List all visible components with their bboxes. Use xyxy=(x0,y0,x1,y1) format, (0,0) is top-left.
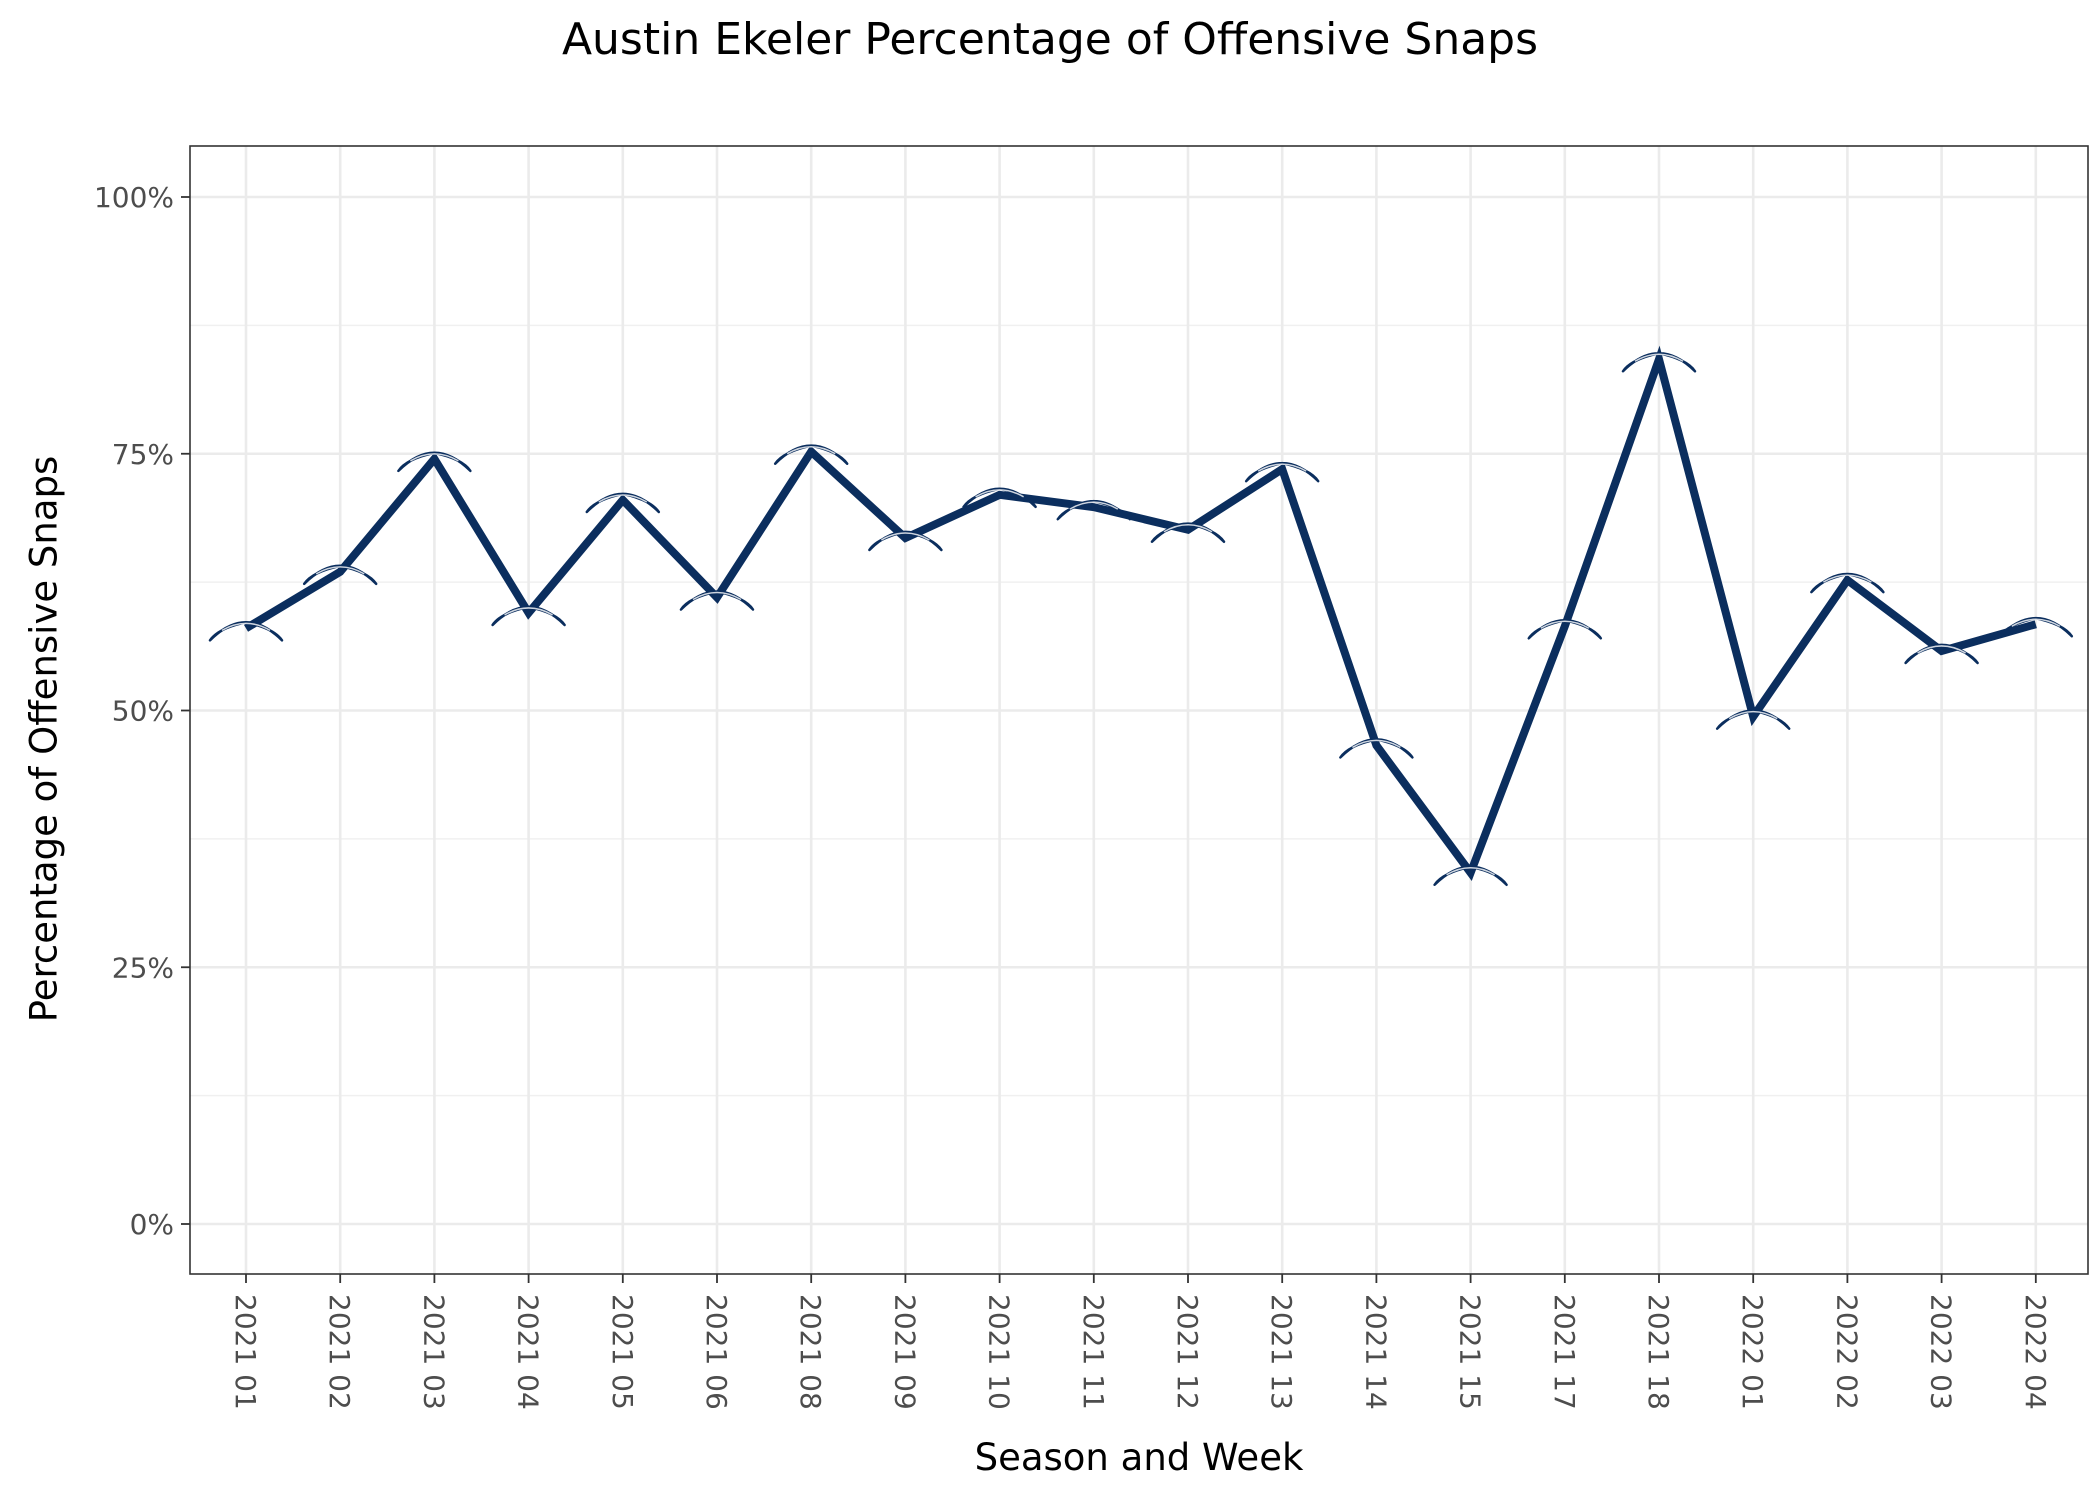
series-line xyxy=(243,345,2037,882)
x-tick-label: 2021 11 xyxy=(1077,1294,1110,1410)
x-tick-label: 2021 08 xyxy=(794,1294,827,1410)
x-tick-label: 2021 02 xyxy=(323,1294,356,1410)
y-tick-label: 25% xyxy=(112,951,174,984)
x-tick-label: 2021 03 xyxy=(417,1294,450,1410)
x-tick-label: 2021 14 xyxy=(1359,1294,1392,1410)
x-tick-label: 2021 17 xyxy=(1548,1294,1581,1410)
x-tick-label: 2021 10 xyxy=(983,1294,1016,1410)
x-axis-title: Season and Week xyxy=(974,1436,1304,1479)
x-tick-label: 2021 18 xyxy=(1642,1294,1675,1410)
x-tick-label: 2021 15 xyxy=(1454,1294,1487,1410)
chart-title: Austin Ekeler Percentage of Offensive Sn… xyxy=(561,14,1539,65)
x-tick-label: 2021 05 xyxy=(606,1294,639,1410)
y-tick-label: 50% xyxy=(112,695,174,728)
series-layer xyxy=(243,345,2037,882)
axis-layer: 0% 25% 50% 75% 100% 2021 01 2021 02 2021 03 2021… xyxy=(94,181,2052,1410)
grid-layer xyxy=(190,146,2088,1274)
x-tick-label: 2021 09 xyxy=(888,1294,921,1410)
x-tick-label: 2022 04 xyxy=(2019,1294,2052,1410)
x-tick-label: 2021 06 xyxy=(700,1294,733,1410)
y-tick-label: 100% xyxy=(94,181,174,214)
marker-layer xyxy=(208,352,2074,887)
x-tick-label: 2022 03 xyxy=(1925,1294,1958,1410)
x-tick-label: 2021 04 xyxy=(512,1294,545,1410)
x-tick-label: 2022 01 xyxy=(1736,1294,1769,1410)
x-tick-label: 2021 13 xyxy=(1265,1294,1298,1410)
y-tick-label: 75% xyxy=(112,438,174,471)
x-tick-label: 2022 02 xyxy=(1830,1294,1863,1410)
x-tick-label: 2021 01 xyxy=(229,1294,262,1410)
x-tick-label: 2021 12 xyxy=(1171,1294,1204,1410)
y-tick-label: 0% xyxy=(130,1208,174,1241)
